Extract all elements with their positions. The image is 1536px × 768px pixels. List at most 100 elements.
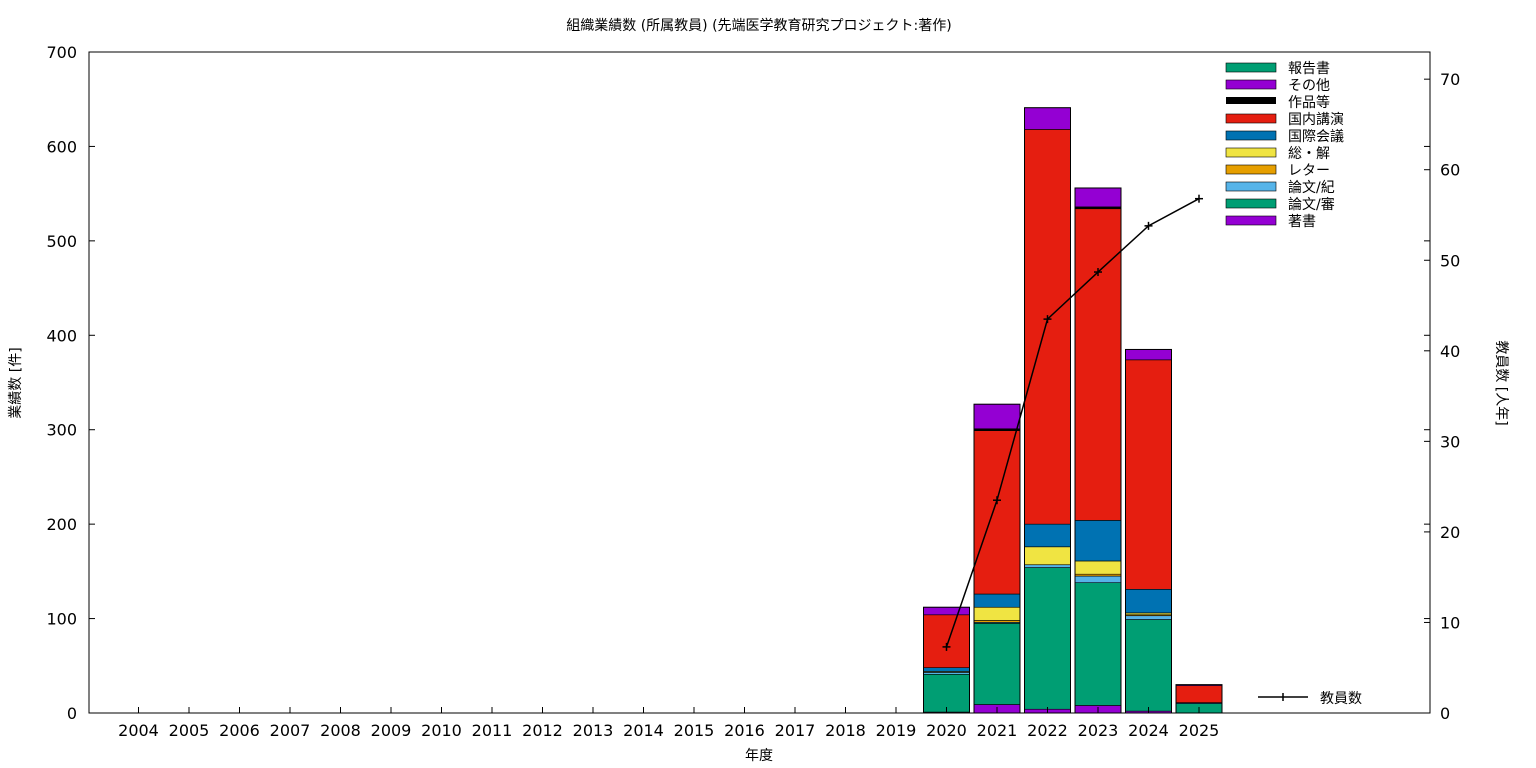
y2-axis-ticks: 0 10 20 30 40 50 60 70 (1424, 70, 1460, 723)
y-axis-ticks: 0 100 200 300 400 500 600 700 (46, 43, 1430, 723)
bar-segment-2024-s6 (1125, 359, 1172, 590)
x-tick-label: 2008 (320, 721, 361, 740)
x-tick-label: 2012 (522, 721, 563, 740)
legend-swatch (1225, 113, 1277, 124)
y-tick-label: 0 (67, 704, 77, 723)
legend-swatch (1225, 79, 1277, 90)
bar-segment-2020-s1 (923, 673, 970, 713)
y2-tick-label: 20 (1440, 523, 1460, 542)
y-tick-label: 400 (46, 326, 77, 345)
y2-tick-label: 30 (1440, 432, 1460, 451)
x-tick-label: 2024 (1128, 721, 1169, 740)
line-point-2022 (1043, 315, 1052, 324)
bar-segment-2021-s4 (973, 606, 1021, 621)
legend-swatch (1225, 164, 1277, 175)
x-tick-label: 2021 (977, 721, 1018, 740)
bar-segment-2024-s8 (1125, 349, 1172, 361)
bar-segment-2024-s5 (1125, 588, 1172, 614)
legend-label: レター (1288, 163, 1330, 179)
bar-segment-2020-s6 (923, 614, 970, 668)
bar-segment-2023-s4 (1074, 560, 1122, 575)
y2-axis-label: 教員数 [人年] (1493, 340, 1509, 425)
x-tick-label: 2013 (573, 721, 614, 740)
line-teachers (945, 198, 1200, 648)
chart-title: 組織業績数 (所属教員) (先端医学教育研究プロジェクト:著作) (566, 18, 951, 34)
x-tick-label: 2022 (1027, 721, 1068, 740)
legend-label: 論文/紀 (1288, 180, 1335, 196)
bar-segment-2022-s5 (1024, 523, 1071, 548)
legend-label: 論文/審 (1288, 197, 1335, 213)
legend-line-label: 教員数 (1320, 691, 1362, 707)
legend-label: 国際会議 (1288, 128, 1344, 145)
legend-swatch (1225, 198, 1277, 209)
bar-segment-2022-s6 (1024, 129, 1071, 525)
y-tick-label: 600 (46, 137, 77, 156)
bar-segment-2023-s8 (1074, 187, 1122, 208)
x-tick-label: 2017 (775, 721, 816, 740)
x-tick-label: 2023 (1078, 721, 1119, 740)
legend-swatch (1225, 181, 1277, 192)
y-tick-label: 100 (46, 610, 77, 629)
legend-label: 報告書 (1288, 61, 1330, 77)
legend-swatch (1225, 147, 1277, 158)
legend-label: 作品等 (1288, 94, 1330, 111)
x-tick-label: 2025 (1179, 721, 1220, 740)
x-tick-label: 2006 (219, 721, 260, 740)
x-tick-label: 2018 (825, 721, 866, 740)
y2-tick-label: 60 (1440, 161, 1460, 180)
legend-swatch (1225, 62, 1277, 73)
x-tick-label: 2019 (876, 721, 917, 740)
x-tick-label: 2015 (674, 721, 715, 740)
legend-swatch (1226, 97, 1276, 104)
legend-swatch (1225, 215, 1277, 226)
legend-label: その他 (1288, 78, 1330, 94)
bar-segment-2024-s2 (1125, 615, 1172, 620)
line-point-2023 (1094, 268, 1102, 277)
bar-segment-2020-s8 (923, 606, 970, 616)
line-layer (942, 194, 1203, 651)
y2-tick-label: 50 (1440, 251, 1460, 270)
x-tick-label: 2010 (421, 721, 462, 740)
x-tick-label: 2009 (371, 721, 412, 740)
x-tick-label: 2007 (270, 721, 311, 740)
legend-swatch (1225, 130, 1277, 141)
y2-tick-label: 0 (1440, 704, 1450, 723)
line-point-2025 (1195, 194, 1203, 203)
y-tick-label: 500 (46, 232, 77, 251)
y-tick-label: 700 (46, 43, 77, 62)
bar-segment-2022-s4 (1024, 546, 1071, 566)
bar-segment-2022-s2 (1024, 564, 1071, 568)
bar-segment-2022-s8 (1024, 107, 1071, 130)
x-tick-label: 2014 (623, 721, 664, 740)
line-point-2024 (1144, 221, 1153, 230)
legend-label: 国内講演 (1288, 112, 1344, 128)
x-tick-label: 2016 (724, 721, 765, 740)
bar-segment-2021-s8 (973, 403, 1021, 430)
x-tick-label: 2020 (926, 721, 967, 740)
line-point-2021 (993, 496, 1001, 505)
bar-segment-2020-s5 (923, 667, 970, 672)
bar-segment-2021-s6 (973, 430, 1021, 595)
bar-segment-2022-s1 (1024, 567, 1071, 710)
x-tick-label: 2011 (472, 721, 513, 740)
y-tick-label: 300 (46, 421, 77, 440)
x-axis-label: 年度 (745, 748, 773, 764)
bar-segment-2024-s1 (1125, 619, 1172, 712)
y2-tick-label: 70 (1440, 70, 1460, 89)
legend-label: 著書 (1288, 214, 1316, 230)
bar-segment-2025-s6 (1175, 685, 1223, 703)
plot-frame (88, 51, 1431, 714)
y-axis-label: 業績数 [件] (8, 347, 24, 418)
bar-segment-2023-s2 (1074, 575, 1122, 583)
bars-layer (923, 107, 1223, 714)
bar-segment-2021-s1 (973, 622, 1021, 705)
y2-tick-label: 40 (1440, 342, 1460, 361)
y2-tick-label: 10 (1440, 613, 1460, 632)
x-tick-label: 2005 (169, 721, 210, 740)
line-point-2020 (942, 642, 951, 651)
x-tick-label: 2004 (118, 721, 159, 740)
bar-segment-2023-s6 (1074, 208, 1122, 521)
bar-segment-2021-s5 (973, 593, 1021, 608)
